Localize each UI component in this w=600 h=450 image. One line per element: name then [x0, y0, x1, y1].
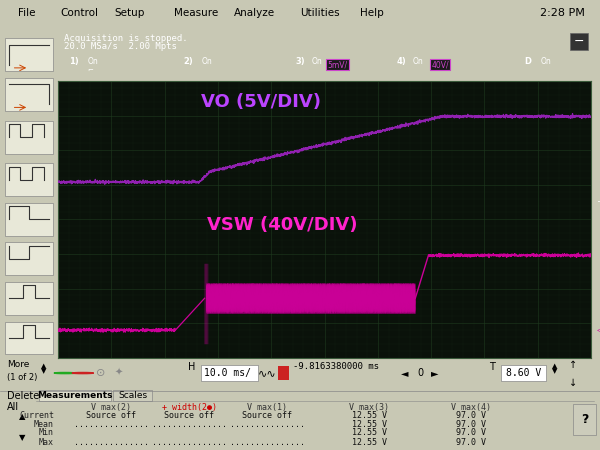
Text: 10.0 ms/: 10.0 ms/ — [205, 368, 251, 378]
Text: 12.55 V: 12.55 V — [352, 437, 386, 446]
Text: ...............: ............... — [151, 437, 227, 446]
Text: More: More — [7, 360, 29, 369]
Bar — [5, 243, 53, 275]
Text: Utilities: Utilities — [300, 8, 340, 18]
Text: V max(3): V max(3) — [349, 403, 389, 412]
Text: 2:28 PM: 2:28 PM — [540, 8, 585, 18]
Text: ▲
▼: ▲ ▼ — [553, 363, 557, 374]
Text: -9.8163380000 ms: -9.8163380000 ms — [293, 362, 379, 371]
Bar — [201, 365, 258, 381]
Text: Measure: Measure — [174, 8, 218, 18]
Bar — [5, 203, 53, 236]
Text: −: − — [574, 35, 584, 48]
Text: + width(2●): + width(2●) — [161, 403, 217, 412]
Bar — [5, 78, 53, 111]
Text: ...............: ............... — [74, 420, 149, 429]
Text: Source off: Source off — [86, 410, 136, 419]
Text: ?: ? — [581, 413, 588, 426]
Text: 20.0 MSa/s  2.00 Mpts: 20.0 MSa/s 2.00 Mpts — [64, 42, 176, 51]
Text: V max(4): V max(4) — [451, 403, 491, 412]
Text: 8.60 V: 8.60 V — [506, 368, 541, 378]
Text: 97.0 V: 97.0 V — [456, 410, 486, 419]
Bar — [39, 390, 111, 401]
Text: 12.55 V: 12.55 V — [352, 420, 386, 429]
Text: Current: Current — [19, 410, 54, 419]
Text: 4): 4) — [397, 58, 406, 67]
Text: Source off: Source off — [242, 410, 292, 419]
Text: VSW (40V/DIV): VSW (40V/DIV) — [207, 216, 357, 234]
Bar — [501, 365, 546, 381]
Text: 2): 2) — [184, 58, 193, 67]
Text: V max(1): V max(1) — [247, 403, 287, 412]
Text: VO (5V/DIV): VO (5V/DIV) — [200, 93, 320, 111]
Text: ↑: ↑ — [569, 360, 577, 370]
Text: Help: Help — [360, 8, 384, 18]
Text: Acquisition is stopped.: Acquisition is stopped. — [64, 35, 187, 44]
Text: On: On — [413, 58, 423, 67]
Bar — [569, 33, 589, 50]
Text: 40V/: 40V/ — [431, 60, 449, 69]
Text: ↓: ↓ — [569, 378, 577, 388]
Text: H: H — [188, 361, 196, 372]
Text: ⊙: ⊙ — [96, 368, 106, 378]
Text: File: File — [18, 8, 35, 18]
Text: ...............: ............... — [229, 437, 305, 446]
Text: 0: 0 — [417, 368, 423, 378]
Text: 3): 3) — [295, 58, 305, 67]
Text: 97.0 V: 97.0 V — [456, 428, 486, 437]
Text: 97.0 V: 97.0 V — [456, 420, 486, 429]
Text: Source off: Source off — [164, 410, 214, 419]
Text: 97.0 V: 97.0 V — [456, 437, 486, 446]
Bar — [5, 38, 53, 71]
Bar — [5, 121, 53, 153]
Bar — [5, 282, 53, 315]
Text: 5mV/: 5mV/ — [327, 60, 347, 69]
Text: V max(2): V max(2) — [91, 403, 131, 412]
Text: Scales: Scales — [118, 391, 147, 400]
Text: On: On — [202, 58, 213, 67]
Text: ...............: ............... — [229, 420, 305, 429]
Text: ▼: ▼ — [19, 433, 25, 442]
Text: 12.55 V: 12.55 V — [352, 410, 386, 419]
Text: ...............: ............... — [74, 437, 149, 446]
Bar — [5, 163, 53, 196]
Text: D: D — [524, 58, 532, 67]
Bar — [113, 390, 152, 401]
Text: ◄: ◄ — [401, 368, 409, 378]
Text: Analyze: Analyze — [234, 8, 275, 18]
Text: Max: Max — [39, 437, 54, 446]
Text: On: On — [541, 58, 551, 67]
Text: ▲: ▲ — [19, 412, 25, 421]
Text: ▲
▼: ▲ ▼ — [41, 363, 46, 374]
Text: Measurements: Measurements — [37, 391, 113, 400]
Text: T: T — [598, 201, 600, 210]
Text: ⌐: ⌐ — [88, 67, 94, 72]
Text: On: On — [88, 58, 98, 67]
Text: ◁: ◁ — [598, 325, 600, 335]
Text: Mean: Mean — [34, 420, 54, 429]
Text: On: On — [311, 58, 322, 67]
Text: ►: ► — [431, 368, 439, 378]
Text: ...............: ............... — [151, 420, 227, 429]
Text: Setup: Setup — [114, 8, 145, 18]
Text: (1 of 2): (1 of 2) — [7, 374, 38, 382]
Text: ✦: ✦ — [115, 368, 123, 378]
Bar — [573, 404, 596, 435]
Text: 1): 1) — [69, 58, 79, 67]
Text: Delete: Delete — [7, 391, 40, 401]
Text: 12.55 V: 12.55 V — [352, 428, 386, 437]
Bar — [278, 366, 289, 380]
Text: Min: Min — [39, 428, 54, 437]
Text: All: All — [7, 402, 19, 412]
Text: ∿∿: ∿∿ — [257, 368, 277, 378]
Text: T: T — [489, 361, 495, 372]
Text: Control: Control — [60, 8, 98, 18]
Bar — [5, 321, 53, 355]
